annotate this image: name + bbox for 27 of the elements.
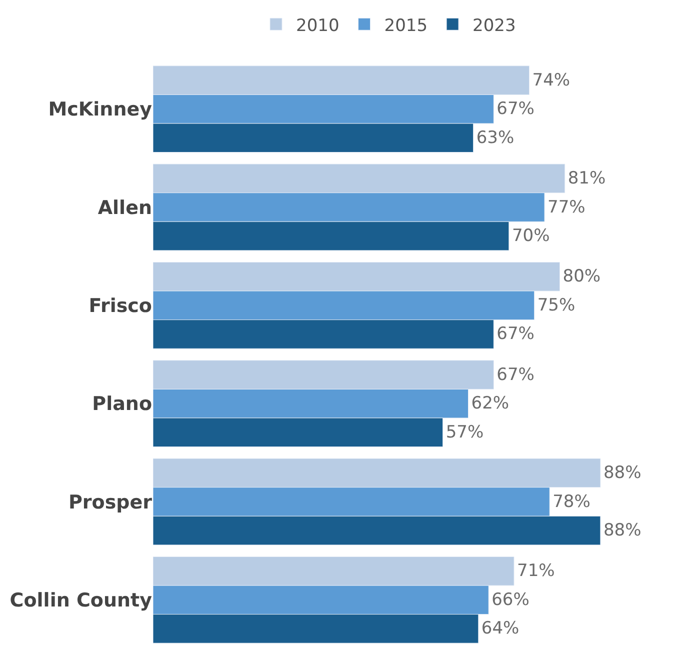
data-label: 75% [537,295,576,316]
data-label: 62% [471,394,510,414]
data-label: 88% [603,462,642,483]
data-label: 74% [532,70,570,90]
data-label: 88% [603,520,642,541]
legend-label: 2023 [472,16,516,36]
data-label: 81% [568,168,606,188]
data-label: 70% [512,226,550,246]
y-tick-label: Collin County [10,590,153,612]
legend-label: 2010 [296,16,340,36]
y-tick-label: Plano [92,393,152,416]
y-tick-label: McKinney [48,98,153,121]
data-label: 67% [496,364,534,385]
y-tick-label: Frisco [88,295,152,318]
legend-label: 2015 [384,16,428,36]
data-label: 80% [562,266,601,287]
data-label: 57% [446,422,484,442]
y-tick-label: Prosper [68,491,153,514]
data-label: 77% [548,197,586,218]
data-label: 71% [517,561,555,582]
data-label: 67% [496,99,534,120]
data-label: 66% [492,590,530,610]
data-label: 78% [552,492,590,512]
data-label: 63% [476,128,514,148]
y-tick-label: Allen [98,196,152,219]
data-label: 67% [496,324,534,344]
data-label: 64% [481,618,520,639]
